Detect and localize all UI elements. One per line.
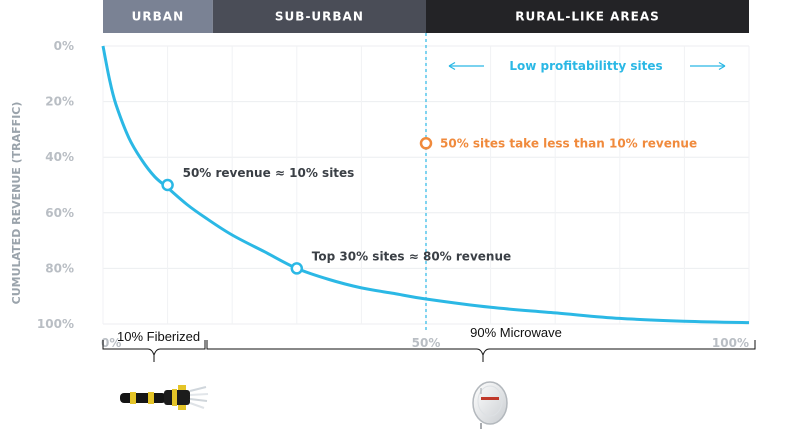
y-tick-label: 100% bbox=[37, 317, 74, 331]
series-line bbox=[101, 45, 750, 325]
zone-bar bbox=[212, 0, 426, 33]
left-arrow-head bbox=[448, 61, 456, 71]
marker-point bbox=[161, 178, 174, 192]
brackets: 10% Fiberized 90% Microwave bbox=[102, 325, 756, 362]
x-tick-label: 0% bbox=[101, 336, 121, 350]
y-tick-label: 20% bbox=[45, 95, 74, 109]
y-tick-label: 60% bbox=[45, 206, 74, 220]
marker-point bbox=[419, 137, 433, 150]
range-annotation: Low profitabilitty sites bbox=[448, 59, 726, 73]
bracket-label: 90% Microwave bbox=[470, 325, 562, 340]
markers: 50% revenue ≈ 10% sites Top 30% sites ≈ 8… bbox=[161, 136, 697, 275]
y-tick-labels: 0% 20% 40% 60% 80% 100% bbox=[37, 39, 74, 331]
marker-label: 50% revenue ≈ 10% sites bbox=[183, 166, 355, 180]
y-tick-label: 80% bbox=[45, 261, 74, 275]
range-annotation-label: Low profitabilitty sites bbox=[509, 59, 662, 73]
microwave-dish-icon bbox=[472, 381, 508, 429]
right-arrow-head bbox=[718, 61, 726, 71]
zone-bars: URBAN SUB-URBAN RURAL-LIKE AREAS bbox=[103, 0, 749, 33]
x-tick-labels: 0% 50% 100% bbox=[101, 336, 749, 350]
zone-bar bbox=[103, 0, 213, 33]
fiber-cable-icon bbox=[120, 385, 209, 410]
marker-point bbox=[290, 262, 304, 275]
zone-bar bbox=[426, 0, 749, 33]
bracket-label: 10% Fiberized bbox=[117, 329, 200, 344]
marker-label: 50% sites take less than 10% revenue bbox=[440, 136, 697, 150]
zone-label: SUB-URBAN bbox=[275, 10, 364, 24]
y-axis-label: CUMULATED REVENUE (TRAFFIC) bbox=[10, 102, 23, 305]
marker-label: Top 30% sites ≈ 80% revenue bbox=[312, 249, 511, 263]
zone-label: URBAN bbox=[132, 10, 184, 24]
zone-label: RURAL-LIKE AREAS bbox=[515, 10, 660, 24]
x-tick-label: 50% bbox=[412, 336, 441, 350]
x-tick-label: 100% bbox=[712, 336, 749, 350]
bracket-microwave bbox=[206, 340, 756, 357]
y-tick-label: 0% bbox=[54, 39, 74, 53]
y-tick-label: 40% bbox=[45, 150, 74, 164]
